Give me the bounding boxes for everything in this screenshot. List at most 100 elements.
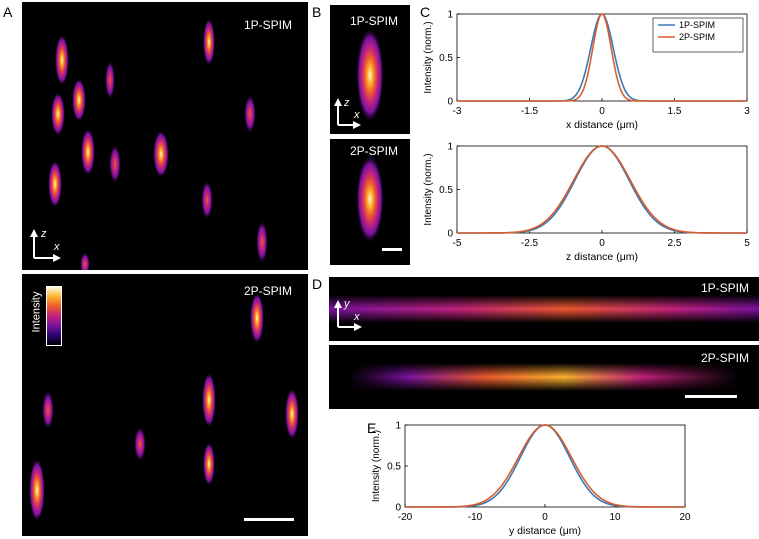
- x-axis-label: x distance (μm): [566, 119, 638, 131]
- x-tick-label: -5: [453, 238, 462, 249]
- axis-indicator-yx: y x: [334, 298, 362, 331]
- x-tick-label: 0: [599, 238, 605, 249]
- y-tick-label: 0: [447, 229, 453, 240]
- axis-b-x-label: x: [353, 109, 360, 121]
- x-tick-label: 20: [679, 512, 691, 523]
- panel-d-2p-label: 2P-SPIM: [701, 351, 750, 365]
- bead-spot: [256, 220, 268, 264]
- bead-spot: [356, 27, 384, 123]
- chart-c-x-profile: -3 -1.5 0 1.5 3 0 0.5 1 x distance (μm) Intensity…: [423, 10, 750, 132]
- x-tick-label: 5: [744, 238, 750, 249]
- series-line: [405, 424, 685, 508]
- scale-bar-d: [685, 395, 737, 398]
- panel-b-2p-label: 2P-SPIM: [350, 144, 399, 158]
- panel-a-2p-beads: [29, 292, 299, 522]
- panel-label-d: D: [312, 276, 323, 292]
- bead-spot: [51, 92, 65, 136]
- chart-c-z-profile: -5 -2.5 0 2.5 5 0 0.5 1 z distance (μm) Intensity…: [423, 142, 750, 264]
- y-tick-label: 0.5: [439, 185, 453, 196]
- y-axis-label: Intensity (norm.): [423, 153, 434, 225]
- chart-e-y-profile: -20 -10 0 10 20 0 0.5 1 y distance (μm) Intensity…: [371, 421, 691, 538]
- x-tick-label: -3: [453, 106, 462, 117]
- x-tick-label: 10: [609, 512, 621, 523]
- plot-frame: [456, 145, 748, 234]
- series-line: [457, 145, 747, 234]
- y-axis-label: Intensity (norm.): [371, 430, 382, 502]
- panel-d-1p-sheet: [329, 295, 759, 323]
- legend-box: [652, 17, 744, 53]
- legend-entry: 2P-SPIM: [679, 32, 715, 42]
- x-tick-label: -2.5: [521, 238, 539, 249]
- bead-spot: [105, 60, 115, 100]
- intensity-colorbar-label: Intensity: [30, 291, 43, 333]
- panel-b-1p-bead: [356, 27, 384, 123]
- light-sheet-band: [349, 363, 739, 391]
- panel-a-1p-label: 1P-SPIM: [244, 18, 293, 32]
- bead-spot: [42, 390, 54, 430]
- x-tick-label: 1.5: [668, 106, 682, 117]
- panel-d-2p-image: 2P-SPIM: [329, 345, 759, 409]
- bead-spot: [29, 458, 45, 522]
- bead-spot: [80, 252, 90, 270]
- bead-spot: [202, 372, 216, 428]
- bead-spot: [203, 18, 215, 66]
- bead-spot: [48, 160, 62, 208]
- y-tick-label: 1: [395, 421, 401, 432]
- panel-a-2p-image: 2P-SPIM Intensity: [22, 274, 308, 536]
- y-tick-label: 1: [447, 10, 453, 21]
- y-tick-label: 0: [395, 503, 401, 514]
- bead-spot: [244, 94, 256, 134]
- x-tick-label: -1.5: [521, 106, 539, 117]
- x-tick-label: -10: [468, 512, 483, 523]
- bead-spot: [72, 78, 86, 122]
- panel-a-1p-beads: [48, 18, 268, 270]
- panel-b-2p-bead: [356, 154, 384, 244]
- bead-spot: [250, 292, 264, 344]
- x-tick-label: 0: [542, 512, 548, 523]
- y-tick-label: 1: [447, 142, 453, 153]
- bead-spot: [201, 180, 213, 220]
- y-axis-label: Intensity (norm.): [423, 21, 434, 93]
- axis-y-label: y: [343, 298, 351, 310]
- series-line: [405, 424, 685, 508]
- x-tick-label: 0: [599, 106, 605, 117]
- axis-indicator-b-zx: z x: [334, 97, 361, 129]
- y-tick-label: 0.5: [387, 462, 401, 473]
- x-axis-label: z distance (μm): [566, 251, 638, 263]
- x-tick-label: 3: [744, 106, 750, 117]
- bead-spot: [285, 388, 299, 440]
- x-tick-label: 2.5: [668, 238, 682, 249]
- panel-b-1p-label: 1P-SPIM: [350, 14, 399, 28]
- x-axis-label: y distance (μm): [509, 525, 581, 537]
- x-tick-label: -20: [398, 512, 413, 523]
- panel-label-c: C: [420, 4, 431, 20]
- legend-entry: 1P-SPIM: [679, 20, 715, 30]
- bead-spot: [153, 130, 169, 178]
- axis-z-label: z: [40, 228, 47, 240]
- bead-spot: [203, 442, 215, 486]
- panel-b-2p-image: 2P-SPIM: [330, 139, 410, 265]
- series-line: [457, 145, 747, 234]
- series-line: [457, 13, 747, 102]
- panel-d-1p-label: 1P-SPIM: [701, 281, 750, 295]
- panel-a-2p-label: 2P-SPIM: [244, 284, 293, 298]
- bead-spot: [109, 144, 121, 184]
- y-tick-label: 0.5: [439, 53, 453, 64]
- axis-indicator-zx: z x: [30, 228, 61, 262]
- bead-spot: [55, 34, 69, 86]
- light-sheet-band: [329, 295, 759, 323]
- panel-b-1p-image: 1P-SPIM z x: [330, 5, 410, 134]
- plot-frame: [404, 424, 686, 508]
- scale-bar-b: [382, 248, 402, 251]
- panel-label-b: B: [312, 4, 322, 20]
- bead-spot: [356, 154, 384, 244]
- panel-label-e: E: [367, 420, 377, 436]
- axis-b-z-label: z: [343, 97, 350, 109]
- intensity-colorbar: [46, 286, 62, 346]
- bead-spot: [81, 128, 95, 176]
- y-tick-label: 0: [447, 97, 453, 108]
- axis-x-label: x: [53, 241, 60, 253]
- panel-d-1p-image: 1P-SPIM y x: [329, 277, 759, 341]
- bead-spot: [134, 426, 146, 462]
- panel-a-1p-image: 1P-SPIM z x: [22, 2, 308, 270]
